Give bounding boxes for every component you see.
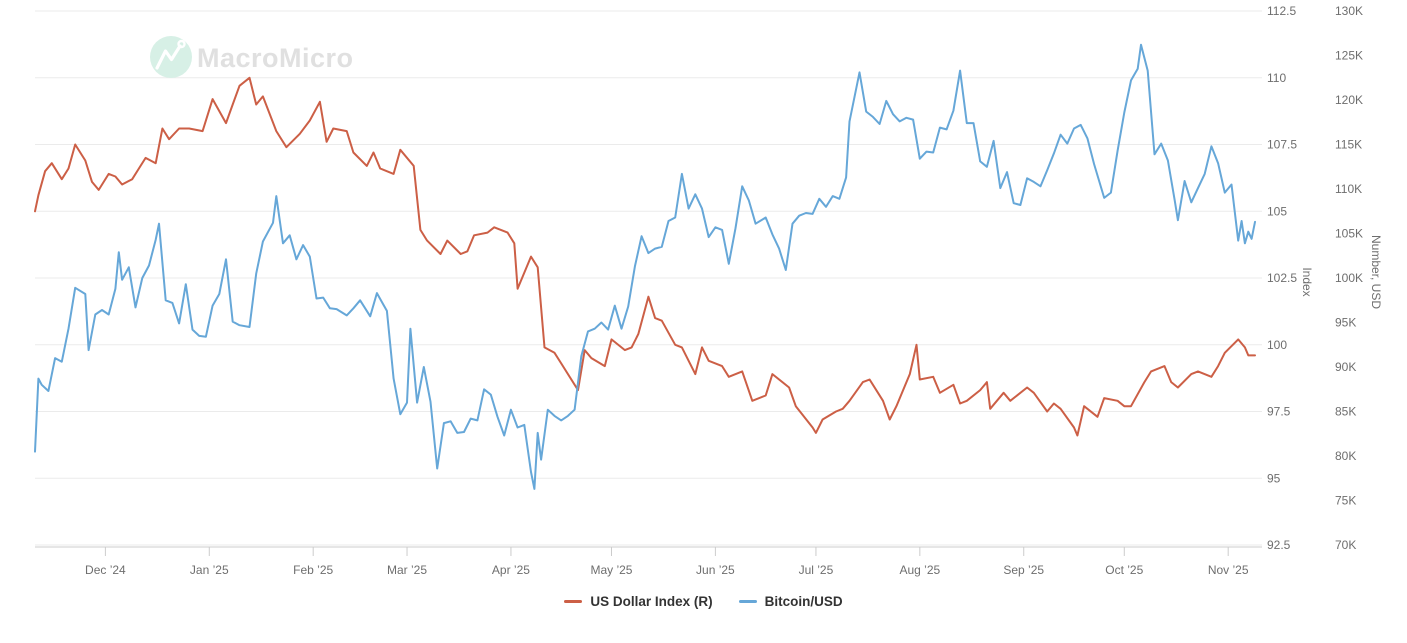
y-axis-tick-label-index: 92.5 bbox=[1267, 538, 1291, 552]
y-axis-title-index: Index bbox=[1300, 267, 1314, 296]
plot-area-hover-region[interactable] bbox=[35, 11, 1255, 547]
y-axis-tick-label-usd: 70K bbox=[1335, 538, 1356, 552]
y-axis-tick-label-usd: 85K bbox=[1335, 405, 1356, 419]
y-axis-tick-label-index: 107.5 bbox=[1267, 138, 1297, 152]
y-axis-tick-label-usd: 75K bbox=[1335, 494, 1356, 508]
y-axis-tick-label-index: 110 bbox=[1267, 71, 1286, 85]
x-axis-tick-label: Jun ’25 bbox=[696, 563, 735, 577]
y-axis-title-usd: Number, USD bbox=[1369, 235, 1383, 309]
y-axis-tick-label-usd: 105K bbox=[1335, 227, 1363, 241]
x-axis-tick-label: Apr ’25 bbox=[492, 563, 530, 577]
brand-logo: MacroMicro bbox=[150, 36, 354, 78]
legend-label-dxy: US Dollar Index (R) bbox=[590, 594, 713, 609]
logo-wordmark: MacroMicro bbox=[197, 43, 354, 73]
y-axis-tick-label-usd: 125K bbox=[1335, 49, 1363, 63]
y-axis-tick-label-usd: 95K bbox=[1335, 316, 1356, 330]
y-axis-index-ticks: 112.5 110 107.5 105 102.5 100 97.5 95 92.5 bbox=[1267, 4, 1297, 552]
series-lines bbox=[34, 43, 1256, 490]
x-axis-tick-label: Oct ’25 bbox=[1105, 563, 1143, 577]
legend-item-btc[interactable]: Bitcoin/USD bbox=[738, 594, 843, 609]
legend-item-dxy[interactable]: US Dollar Index (R) bbox=[564, 594, 713, 609]
legend-label-btc: Bitcoin/USD bbox=[764, 594, 843, 609]
y-axis-tick-label-usd: 100K bbox=[1335, 271, 1363, 285]
logo-mountain-line-icon bbox=[155, 44, 182, 70]
y-axis-tick-label-index: 112.5 bbox=[1267, 4, 1296, 18]
x-axis-tick-label: Nov ’25 bbox=[1208, 563, 1249, 577]
x-axis-tick-label: Mar ’25 bbox=[387, 563, 427, 577]
legend-dash-dxy-icon bbox=[564, 600, 583, 603]
y-axis-tick-label-index: 95 bbox=[1267, 471, 1281, 485]
y-axis-tick-label-usd: 110K bbox=[1335, 182, 1362, 196]
y-axis-tick-label-index: 102.5 bbox=[1267, 271, 1297, 285]
dxy-line[interactable] bbox=[34, 76, 1256, 437]
x-axis-tick-label: Feb ’25 bbox=[293, 563, 333, 577]
x-axis-tick-label: Aug ’25 bbox=[899, 563, 940, 577]
x-axis-ticks: Dec ’24 Jan ’25 Feb ’25 Mar ’25 Apr ’25 May ’… bbox=[85, 547, 1249, 577]
y-axis-tick-label-usd: 115K bbox=[1335, 138, 1362, 152]
y-axis-tick-label-index: 100 bbox=[1267, 338, 1287, 352]
y-axis-tick-label-index: 97.5 bbox=[1267, 405, 1291, 419]
y-axis-tick-label-usd: 120K bbox=[1335, 93, 1363, 107]
y-axis-tick-label-usd: 130K bbox=[1335, 4, 1363, 18]
y-axis-tick-label-usd: 90K bbox=[1335, 360, 1356, 374]
x-axis-tick-label: Jan ’25 bbox=[190, 563, 229, 577]
x-axis-tick-label: Jul ’25 bbox=[799, 563, 834, 577]
logo-ring-icon bbox=[177, 39, 186, 49]
x-axis-tick-label: Dec ’24 bbox=[85, 563, 126, 577]
x-axis-tick-label: Sep ’25 bbox=[1003, 563, 1044, 577]
y-axis-tick-label-usd: 80K bbox=[1335, 449, 1356, 463]
legend-dash-btc-icon bbox=[738, 600, 757, 603]
gridlines bbox=[35, 10, 1262, 546]
y-axis-usd-ticks: 130K 125K 120K 115K 110K 105K 100K 95K 90K 85K 80K… bbox=[1335, 4, 1363, 552]
y-axis-tick-label-index: 105 bbox=[1267, 204, 1287, 218]
btc-line[interactable] bbox=[34, 43, 1256, 490]
chart-legend: US Dollar Index (R) Bitcoin/USD bbox=[0, 594, 1407, 609]
x-axis-tick-label: May ’25 bbox=[590, 563, 632, 577]
